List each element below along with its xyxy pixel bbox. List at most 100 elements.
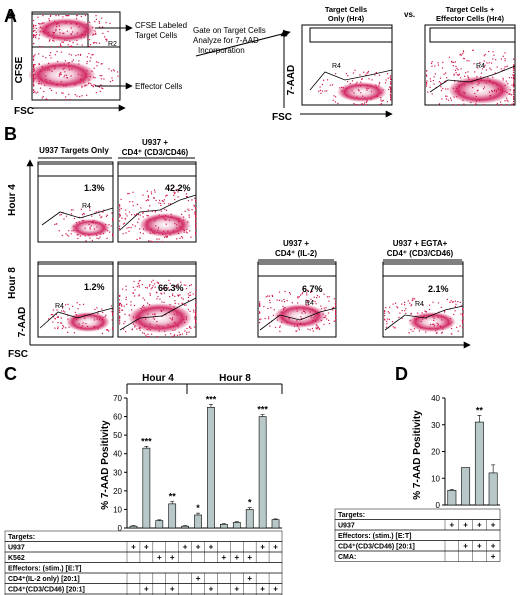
flow-event [149,232,151,235]
flow-event [425,331,427,333]
c-table-mark: + [209,543,214,552]
flow-event [38,53,40,55]
flow-event [52,321,54,323]
flow-event [187,299,190,302]
flow-event [458,104,460,106]
flow-event [162,326,164,328]
flow-event [55,30,57,32]
b-h4-u937-plot: R4 1.3% [37,161,114,243]
flow-event [452,87,454,89]
flow-event [323,79,325,81]
flow-event [306,289,309,291]
flow-event [111,308,113,310]
flow-event [420,320,422,323]
flow-event [433,76,435,78]
flow-event [67,62,69,64]
flow-event [276,319,278,321]
flow-event [460,68,462,70]
flow-event [42,15,44,17]
flow-event [379,82,381,84]
flow-event [144,299,146,301]
flow-event [76,302,78,304]
flow-event [136,213,138,215]
flow-event [443,73,445,75]
flow-event [335,310,337,313]
c-significance: *** [141,436,152,446]
flow-event [359,104,361,106]
flow-event [149,329,151,331]
flow-event [133,295,136,297]
flow-event [390,97,392,99]
flow-event [366,72,368,74]
flow-event [107,230,109,232]
flow-event [162,233,164,236]
flow-event [186,331,188,333]
flow-event [55,23,58,25]
flow-event [327,312,330,314]
flow-event [164,334,167,336]
flow-event [187,308,189,311]
flow-event [46,81,48,83]
flow-event [513,80,515,82]
d-row-label: CMA: [338,554,356,561]
flow-event [173,313,176,315]
flow-event [151,281,153,283]
flow-event [195,303,197,305]
flow-event [298,327,300,329]
flow-event [426,83,428,85]
flow-event [180,227,182,229]
flow-event [513,78,515,80]
flow-event [513,58,515,60]
flow-event [385,326,387,328]
flow-event [170,213,172,215]
flow-event [302,287,304,290]
flow-event [388,318,390,321]
flow-event [33,36,35,38]
flow-event [451,301,454,303]
flow-event [186,232,188,234]
flow-event [40,70,42,72]
flow-event [90,225,92,227]
flow-event [99,26,101,28]
flow-event [475,100,478,102]
flow-event [57,316,59,318]
flow-event [66,30,68,32]
flow-event [149,292,151,295]
flow-event [161,199,164,202]
flow-event [81,325,84,327]
flow-event [98,22,101,24]
flow-event [279,326,281,328]
flow-event [477,81,479,83]
flow-event [157,227,160,229]
flow-event [112,69,114,71]
flow-event [458,85,460,87]
c-row-label: CD4⁺(CD3/CD46) [20:1] [8,587,85,594]
flow-event [194,211,196,213]
flow-event [513,92,515,94]
flow-event [332,309,334,311]
flow-event [69,46,71,48]
flow-event [33,55,35,57]
flow-event [441,98,443,100]
flow-event [77,308,79,310]
flow-event [390,91,392,93]
flow-event [157,282,159,284]
panel-a-ylabel2: 7-AAD [286,65,297,96]
flow-event [82,303,85,305]
flow-event [311,327,314,330]
flow-event [132,205,134,207]
flow-event [478,99,481,102]
flow-event [102,317,104,319]
flow-event [425,318,427,320]
flow-event [319,86,321,88]
flow-event [52,313,54,316]
d-table-row [334,519,501,531]
flow-event [181,235,183,238]
flow-event [171,335,174,338]
flow-event [94,41,96,44]
flow-event [404,301,406,303]
c-table-mark: + [260,543,265,552]
flow-event [452,104,454,106]
flow-event [96,65,98,67]
flow-event [320,305,322,307]
